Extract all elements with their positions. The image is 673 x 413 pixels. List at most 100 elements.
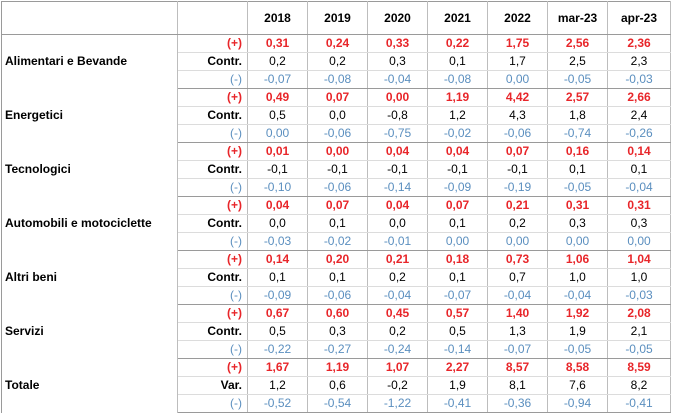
value-cell: 2,1 (607, 322, 671, 341)
value-cell: 0,0 (247, 214, 308, 233)
group-name: Totale (1, 358, 178, 413)
value-cell: -0,04 (367, 70, 428, 89)
value-cell: 0,7 (487, 268, 548, 287)
table-row: Contr. 0,2 0,2 0,3 0,1 1,7 2,5 2,3 (2, 52, 671, 71)
table-row: Contr. 0,1 0,1 0,2 0,1 0,7 1,0 1,0 (2, 268, 671, 287)
value-cell: 2,66 (607, 88, 671, 107)
value-cell: 8,57 (487, 358, 548, 377)
value-cell: -0,07 (487, 340, 548, 359)
value-cell: 8,59 (607, 358, 671, 377)
value-cell: 0,07 (487, 142, 548, 161)
table-row: Altri beni (+) 0,14 0,20 0,21 0,18 0,73 1,06 1,0… (1, 250, 671, 305)
value-cell: -0,8 (367, 106, 428, 125)
value-cell: -0,1 (427, 160, 488, 179)
value-cell: -0,06 (307, 124, 368, 143)
header-empty-cell (1, 1, 178, 35)
contribution-row-label: Contr. (177, 106, 248, 125)
value-cell: -0,03 (607, 70, 671, 89)
value-cell: -0,41 (427, 394, 488, 413)
value-cell: 1,8 (547, 106, 608, 125)
value-cell: 0,00 (547, 232, 608, 251)
value-cell: 0,1 (427, 214, 488, 233)
group-name: Automobili e motociclette (1, 196, 178, 251)
header-col-mar-23: mar-23 (547, 1, 608, 35)
value-cell: 0,73 (487, 250, 548, 269)
value-cell: -0,1 (247, 160, 308, 179)
table-row: (-) -0,07 -0,08 -0,04 -0,08 0,00 -0,05 -0,03 (2, 70, 671, 89)
positive-row-label: (+) (177, 88, 248, 107)
positive-row-label: (+) (177, 304, 248, 323)
value-cell: 0,2 (307, 52, 368, 71)
value-cell: -0,03 (607, 286, 671, 305)
value-cell: 0,16 (547, 142, 608, 161)
value-cell: 0,14 (247, 250, 308, 269)
value-cell: 2,4 (607, 106, 671, 125)
value-cell: -0,06 (487, 124, 548, 143)
value-cell: -0,22 (247, 340, 308, 359)
negative-row-label: (-) (177, 286, 248, 305)
value-cell: 2,57 (547, 88, 608, 107)
table-row: (-) -0,09 -0,06 -0,04 -0,07 -0,04 -0,04 -0,03 (2, 286, 671, 305)
value-cell: 0,22 (427, 34, 488, 53)
positive-row-label: (+) (177, 196, 248, 215)
value-cell: 0,31 (607, 196, 671, 215)
table-row: (-) -0,10 -0,06 -0,14 -0,09 -0,19 -0,05 -0,04 (2, 178, 671, 197)
contribution-row-label: Contr. (177, 322, 248, 341)
value-cell: 0,1 (427, 52, 488, 71)
group-name: Altri beni (1, 250, 178, 305)
value-cell: 0,67 (247, 304, 308, 323)
value-cell: 0,00 (247, 124, 308, 143)
value-cell: -0,94 (547, 394, 608, 413)
value-cell: 1,04 (607, 250, 671, 269)
table-row: Contr. 0,5 0,0 -0,8 1,2 4,3 1,8 2,4 (2, 106, 671, 125)
value-cell: 0,3 (367, 52, 428, 71)
table-row: Contr. 0,5 0,3 0,2 0,5 1,3 1,9 2,1 (2, 322, 671, 341)
value-cell: 1,19 (427, 88, 488, 107)
value-cell: 0,0 (367, 214, 428, 233)
group-name: Energetici (1, 88, 178, 143)
value-cell: -0,36 (487, 394, 548, 413)
header-col-2020: 2020 (367, 1, 428, 35)
value-cell: -0,07 (427, 286, 488, 305)
value-cell: 1,07 (367, 358, 428, 377)
value-cell: 0,1 (307, 214, 368, 233)
value-cell: 2,36 (607, 34, 671, 53)
value-cell: -0,03 (247, 232, 308, 251)
value-cell: 1,40 (487, 304, 548, 323)
value-cell: 0,2 (367, 322, 428, 341)
header-col-2018: 2018 (247, 1, 308, 35)
value-cell: -0,07 (247, 70, 308, 89)
value-cell: -1,22 (367, 394, 428, 413)
value-cell: 1,06 (547, 250, 608, 269)
group-name: Tecnologici (1, 142, 178, 197)
value-cell: 1,92 (547, 304, 608, 323)
value-cell: 0,00 (607, 232, 671, 251)
value-cell: 1,2 (247, 376, 308, 395)
value-cell: 0,0 (307, 106, 368, 125)
value-cell: -0,05 (547, 340, 608, 359)
value-cell: 0,60 (307, 304, 368, 323)
value-cell: 1,9 (547, 322, 608, 341)
value-cell: 0,00 (427, 232, 488, 251)
value-cell: 4,42 (487, 88, 548, 107)
value-cell: 1,3 (487, 322, 548, 341)
value-cell: 0,04 (427, 142, 488, 161)
contribution-row-label: Contr. (177, 268, 248, 287)
value-cell: -0,54 (307, 394, 368, 413)
positive-row-label: (+) (177, 358, 248, 377)
value-cell: 0,6 (307, 376, 368, 395)
positive-row-label: (+) (177, 142, 248, 161)
value-cell: -0,05 (547, 178, 608, 197)
table-row: Var. 1,2 0,6 -0,2 1,9 8,1 7,6 8,2 (2, 376, 671, 395)
header-col-2019: 2019 (307, 1, 368, 35)
value-cell: 0,3 (607, 214, 671, 233)
value-cell: 0,5 (247, 106, 308, 125)
value-cell: 1,2 (427, 106, 488, 125)
header-col-2021: 2021 (427, 1, 488, 35)
table-row: Contr. -0,1 -0,1 -0,1 -0,1 -0,1 0,1 0,1 (2, 160, 671, 179)
value-cell: -0,09 (247, 286, 308, 305)
table-row: (-) 0,00 -0,06 -0,75 -0,02 -0,06 -0,74 -0,26 (2, 124, 671, 143)
table-row: Servizi (+) 0,67 0,60 0,45 0,57 1,40 1,92 2,08 (1, 304, 671, 359)
value-cell: 0,00 (367, 88, 428, 107)
table-row: Automobili e motociclette (+) 0,04 0,07 0,04… (1, 196, 671, 251)
